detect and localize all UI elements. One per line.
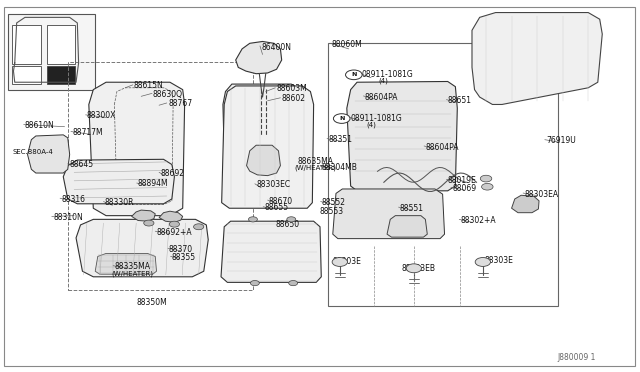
Polygon shape [387,216,428,237]
Circle shape [346,70,362,80]
Text: (4): (4) [366,122,376,128]
Polygon shape [223,84,302,206]
Text: 88019E: 88019E [448,176,476,185]
Polygon shape [28,135,70,173]
Text: 88615N: 88615N [134,81,163,90]
Text: 88370: 88370 [169,244,193,253]
Text: 88551: 88551 [400,204,424,213]
Text: 88300X: 88300X [87,111,116,120]
Text: N: N [339,116,344,121]
Text: 88717M: 88717M [72,128,103,137]
Text: 88350M: 88350M [137,298,168,307]
Text: 88670: 88670 [269,197,293,206]
Text: 88304MB: 88304MB [322,163,358,172]
Text: 88303E: 88303E [484,256,514,265]
Text: 88069: 88069 [452,184,476,193]
Text: 88655: 88655 [264,203,289,212]
Text: 88553: 88553 [320,208,344,217]
Polygon shape [221,221,321,282]
Text: 88303EB: 88303EB [402,264,436,273]
Text: 88645: 88645 [69,160,93,169]
Text: 08911-1081G: 08911-1081G [362,70,413,79]
Circle shape [250,280,259,286]
Polygon shape [159,211,182,222]
Polygon shape [511,195,539,213]
Text: 88303EA: 88303EA [524,190,559,199]
Text: 88604PA: 88604PA [426,142,459,151]
Polygon shape [95,253,157,274]
Polygon shape [246,145,280,176]
Polygon shape [347,81,458,191]
Bar [12,66,41,84]
Bar [12,25,41,64]
Circle shape [287,217,296,222]
Text: 88303EC: 88303EC [256,180,291,189]
Polygon shape [132,210,156,221]
Text: 88316: 88316 [61,195,85,204]
Bar [47,25,76,64]
Text: (W/HEATER): (W/HEATER) [294,165,337,171]
Polygon shape [333,189,445,238]
Text: 88692+A: 88692+A [157,228,192,237]
Circle shape [481,183,493,190]
Circle shape [332,257,348,266]
Circle shape [333,114,350,124]
Text: 88603M: 88603M [276,84,307,93]
Text: 88310N: 88310N [53,213,83,222]
Polygon shape [76,219,208,277]
Text: 88767: 88767 [168,99,192,108]
Text: 86400N: 86400N [261,42,291,51]
Text: (4): (4) [379,78,388,84]
Text: 88351: 88351 [328,135,352,144]
Text: 88630Q: 88630Q [153,90,182,99]
Bar [8,14,95,90]
Text: J880009 1: J880009 1 [557,353,596,362]
Circle shape [289,280,298,286]
Text: 88303E: 88303E [332,257,361,266]
Polygon shape [472,13,602,105]
Text: 88650: 88650 [275,221,300,230]
Text: 88692: 88692 [161,169,184,177]
Text: 88335MA: 88335MA [115,262,150,271]
Circle shape [144,220,154,226]
Circle shape [193,224,204,230]
Polygon shape [221,86,314,208]
Polygon shape [63,159,174,204]
Text: 88552: 88552 [322,198,346,207]
Bar [68,62,253,290]
Circle shape [170,221,179,227]
Bar [47,66,76,84]
Text: (W/HEATER): (W/HEATER) [112,270,154,277]
Text: 88302+A: 88302+A [461,216,496,225]
Text: 88330R: 88330R [105,198,134,207]
Polygon shape [250,129,278,150]
Text: 76919U: 76919U [546,136,576,145]
Circle shape [475,257,490,266]
Text: 88602: 88602 [282,94,306,103]
Text: 88894M: 88894M [138,179,168,188]
Bar [328,43,557,307]
Text: N: N [351,72,356,77]
Text: 88355: 88355 [172,253,196,262]
Text: 08911-1081G: 08911-1081G [351,114,403,123]
Circle shape [480,175,492,182]
Circle shape [406,264,422,273]
Text: 88604PA: 88604PA [365,93,398,102]
Text: 88651: 88651 [448,96,472,105]
Polygon shape [236,41,282,74]
Text: 88060M: 88060M [332,40,362,49]
Text: 88610N: 88610N [25,121,54,130]
Text: 88635MA: 88635MA [297,157,333,166]
Polygon shape [89,82,184,216]
Circle shape [248,217,257,222]
Text: SEC.880A-4: SEC.880A-4 [12,149,53,155]
